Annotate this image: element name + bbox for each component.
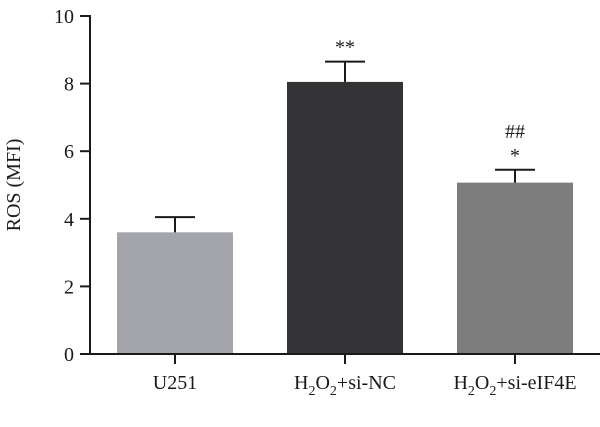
y-tick-label: 8 (64, 74, 74, 96)
significance-marker: ## (505, 121, 525, 143)
y-tick-label: 2 (64, 276, 74, 298)
y-tick-label: 10 (54, 6, 74, 28)
significance-marker: * (510, 145, 520, 167)
bar (287, 81, 403, 354)
bar (457, 182, 573, 354)
x-tick-label: H2O2+si-eIF4E (453, 372, 576, 399)
y-tick-label: 6 (64, 141, 74, 163)
y-ticks: 0 2 4 6 8 10 (54, 6, 90, 366)
x-tick-label: H2O2+si-NC (294, 372, 396, 399)
y-axis-label: ROS (MFI) (3, 139, 25, 232)
y-tick-label: 4 (64, 209, 74, 231)
bar (117, 232, 233, 354)
error-bar (495, 168, 535, 183)
error-bar (325, 60, 365, 82)
error-bar (155, 216, 195, 233)
x-ticks: U251 H2O2+si-NC H2O2+si-eIF4E (153, 354, 577, 399)
y-tick-label: 0 (64, 344, 74, 366)
bars-layer: ***## (117, 37, 573, 354)
x-tick-label: U251 (153, 372, 197, 394)
significance-marker: ** (335, 37, 355, 59)
